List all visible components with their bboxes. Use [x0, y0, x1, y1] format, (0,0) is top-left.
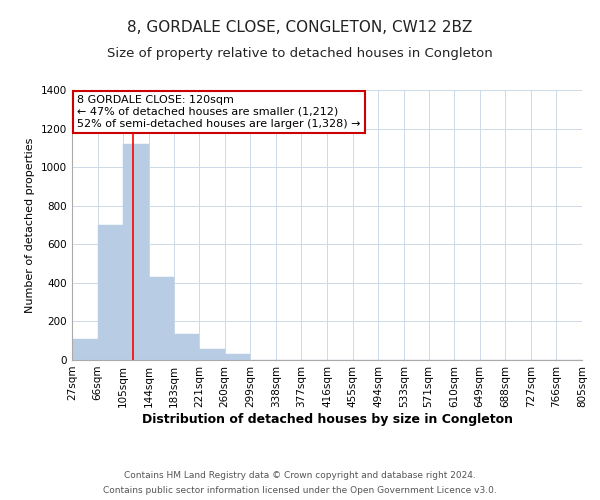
Text: Contains HM Land Registry data © Crown copyright and database right 2024.: Contains HM Land Registry data © Crown c… [124, 471, 476, 480]
Bar [199, 349, 225, 360]
Bar [72, 339, 98, 360]
Bar [174, 334, 199, 360]
Text: Size of property relative to detached houses in Congleton: Size of property relative to detached ho… [107, 48, 493, 60]
Bar [98, 225, 123, 360]
Text: 8, GORDALE CLOSE, CONGLETON, CW12 2BZ: 8, GORDALE CLOSE, CONGLETON, CW12 2BZ [127, 20, 473, 35]
Y-axis label: Number of detached properties: Number of detached properties [25, 138, 35, 312]
Bar [123, 144, 149, 360]
Bar [225, 354, 250, 360]
Text: Contains public sector information licensed under the Open Government Licence v3: Contains public sector information licen… [103, 486, 497, 495]
Text: 8 GORDALE CLOSE: 120sqm
← 47% of detached houses are smaller (1,212)
52% of semi: 8 GORDALE CLOSE: 120sqm ← 47% of detache… [77, 96, 361, 128]
Bar [149, 277, 174, 360]
X-axis label: Distribution of detached houses by size in Congleton: Distribution of detached houses by size … [142, 412, 512, 426]
